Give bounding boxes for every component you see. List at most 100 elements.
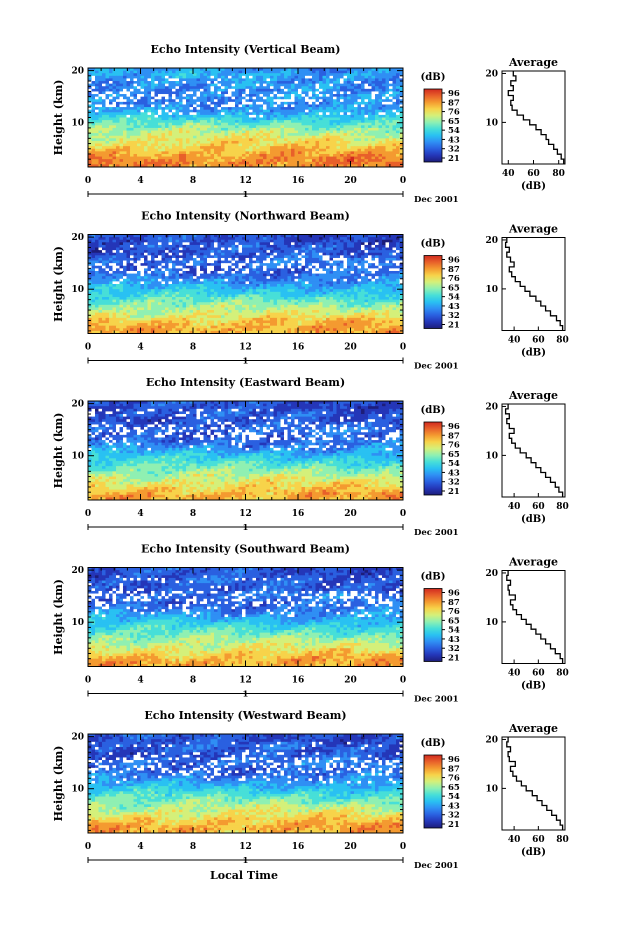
heatmap-cell <box>329 247 334 251</box>
heatmap-cell <box>214 234 218 238</box>
heatmap-cell <box>168 96 173 100</box>
heatmap-cell <box>294 112 299 116</box>
heatmap-cell <box>130 255 134 259</box>
heatmap-cell <box>249 135 253 139</box>
heatmap-cell <box>200 237 204 241</box>
heatmap-cell <box>396 265 400 269</box>
heatmap-cell <box>221 94 225 98</box>
heatmap-cell <box>308 122 313 126</box>
heatmap-cell <box>368 138 372 142</box>
heatmap-cell <box>161 88 166 92</box>
heatmap-cell <box>196 156 201 160</box>
heatmap-cell <box>168 107 173 111</box>
heatmap-cell <box>105 99 110 103</box>
heatmap-cell <box>109 242 113 246</box>
heatmap-cell <box>375 70 379 74</box>
heatmap-cell <box>130 135 134 139</box>
heatmap-cell <box>263 148 267 152</box>
heatmap-cell <box>385 107 390 111</box>
heatmap-cell <box>98 101 103 105</box>
heatmap-cell <box>200 107 204 111</box>
heatmap-cell <box>210 81 215 85</box>
heatmap-cell <box>315 143 320 147</box>
heatmap-cell <box>277 70 281 74</box>
heatmap-cell <box>291 239 295 243</box>
heatmap-cell <box>193 260 197 264</box>
heatmap-cell <box>389 73 393 77</box>
heatmap-cell <box>179 161 183 165</box>
heatmap-cell <box>182 73 187 77</box>
heatmap-cell <box>354 88 358 92</box>
heatmap-cell <box>315 99 320 103</box>
heatmap-cell <box>175 143 180 147</box>
heatmap-cell <box>301 265 306 269</box>
heatmap-cell <box>151 86 155 90</box>
heatmap-cell <box>175 75 180 79</box>
heatmap-cell <box>305 70 309 74</box>
heatmap-cell <box>396 244 400 248</box>
heatmap-cell <box>214 91 218 95</box>
heatmap-cell <box>399 265 404 269</box>
heatmap-cell <box>119 237 124 241</box>
heatmap-cell <box>287 252 292 256</box>
heatmap-cell <box>305 99 309 103</box>
heatmap-cell <box>186 273 190 277</box>
heatmap-cell <box>88 81 92 85</box>
heatmap-cell <box>158 112 162 116</box>
heatmap-cell <box>179 263 183 267</box>
heatmap-cell <box>347 99 351 103</box>
heatmap-cell <box>245 257 250 261</box>
heatmap-cell <box>210 135 215 139</box>
heatmap-cell <box>294 151 299 155</box>
heatmap-cell <box>214 109 218 113</box>
heatmap-cell <box>287 94 292 98</box>
heatmap-cell <box>336 81 341 85</box>
heatmap-cell <box>105 101 110 105</box>
heatmap-cell <box>196 273 201 277</box>
heatmap-cell <box>375 130 379 134</box>
heatmap-cell <box>196 130 201 134</box>
heatmap-cell <box>238 117 243 121</box>
heatmap-cell <box>144 140 148 144</box>
heatmap-cell <box>259 78 264 82</box>
heatmap-cell <box>329 125 334 129</box>
heatmap-cell <box>172 70 176 74</box>
heatmap-cell <box>224 88 229 92</box>
heatmap-cell <box>315 91 320 95</box>
heatmap-cell <box>249 133 253 137</box>
heatmap-cell <box>91 270 96 274</box>
heatmap-cell <box>259 143 264 147</box>
heatmap-cell <box>210 159 215 163</box>
heatmap-cell <box>333 273 337 277</box>
heatmap-cell <box>294 122 299 126</box>
heatmap-cell <box>235 268 239 272</box>
heatmap-cell <box>350 86 355 90</box>
heatmap-cell <box>333 70 337 74</box>
heatmap-cell <box>179 81 183 85</box>
heatmap-cell <box>354 78 358 82</box>
avg-profile-line <box>507 71 565 164</box>
heatmap-cell <box>105 268 110 272</box>
heatmap-cell <box>368 268 372 272</box>
heatmap-cell <box>105 146 110 150</box>
heatmap-cell <box>385 114 390 118</box>
heatmap-cell <box>382 268 386 272</box>
heatmap-cell <box>266 255 271 259</box>
heatmap-cell <box>368 91 372 95</box>
heatmap-cell <box>126 133 131 137</box>
heatmap-cell <box>231 75 236 79</box>
heatmap-cell <box>385 146 390 150</box>
heatmap-cell <box>210 164 215 168</box>
heatmap-cell <box>154 159 159 163</box>
heatmap-cell <box>161 234 166 238</box>
heatmap-cell <box>242 265 246 269</box>
heatmap-cell <box>242 117 246 121</box>
heatmap-cell <box>287 130 292 134</box>
heatmap-cell <box>266 81 271 85</box>
heatmap-cell <box>151 156 155 160</box>
heatmap-cell <box>119 257 124 261</box>
heatmap-cell <box>126 164 131 168</box>
heatmap-cell <box>126 135 131 139</box>
heatmap-cell <box>158 96 162 100</box>
heatmap-cell <box>354 130 358 134</box>
